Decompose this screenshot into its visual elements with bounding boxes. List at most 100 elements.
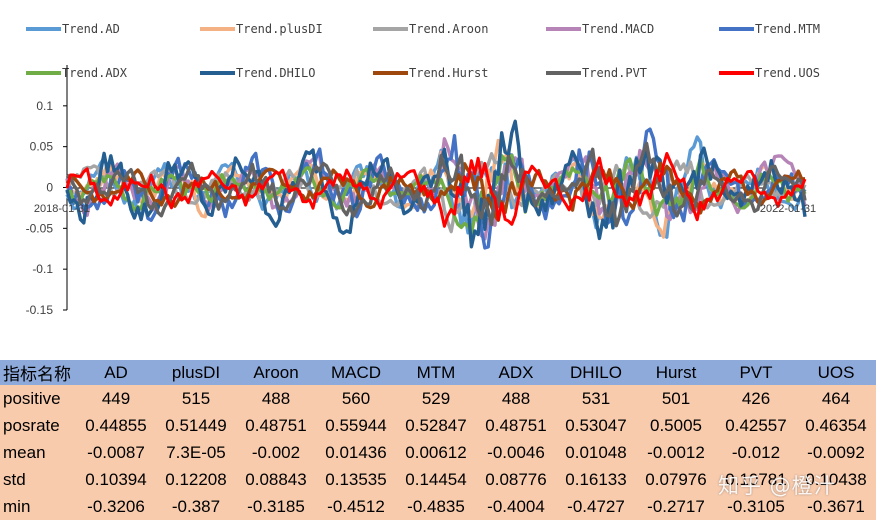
table-cell: 426 <box>716 385 796 412</box>
legend-label: Trend.DHILO <box>236 66 315 80</box>
row-label: mean <box>0 439 76 466</box>
table-cell: 7.3E-05 <box>156 439 236 466</box>
row-label: min <box>0 493 76 520</box>
table-cell: -0.2717 <box>636 493 716 520</box>
chart-legend: Trend.AD Trend.plusDI Trend.Aroon Trend.MAC… <box>26 22 820 80</box>
table-cell: 531 <box>556 385 636 412</box>
table-cell: 449 <box>76 385 156 412</box>
table-cell: -0.0092 <box>796 439 876 466</box>
table-cell: -0.3671 <box>796 493 876 520</box>
legend-label: Trend.UOS <box>755 66 820 80</box>
table-cell: 0.51449 <box>156 412 236 439</box>
table-cell: 0.07976 <box>636 466 716 493</box>
y-tick-label: 0 <box>46 181 53 195</box>
table-row: min -0.3206 -0.387 -0.3185 -0.4512 -0.4835 -0.… <box>0 493 876 520</box>
trend-line-chart: Trend.AD Trend.plusDI Trend.Aroon Trend.MAC… <box>26 22 820 317</box>
table-row: std 0.10394 0.12208 0.08843 0.13535 0.14454 0.… <box>0 466 876 493</box>
x-tick-label: 2022-01-31 <box>760 203 816 215</box>
column-header: Hurst <box>636 360 716 385</box>
row-label: positive <box>0 385 76 412</box>
table-cell: 0.08843 <box>236 466 316 493</box>
legend-label: Trend.Aroon <box>409 22 488 36</box>
table-cell: 488 <box>476 385 556 412</box>
table-cell: -0.0012 <box>636 439 716 466</box>
legend-label: Trend.ADX <box>62 66 128 80</box>
table-cell: -0.3206 <box>76 493 156 520</box>
legend-label: Trend.MTM <box>755 22 820 36</box>
table-cell: 0.13535 <box>316 466 396 493</box>
table-cell: -0.4835 <box>396 493 476 520</box>
table-row: positive 449 515 488 560 529 488 531 501 426 464 <box>0 385 876 412</box>
table-cell: 529 <box>396 385 476 412</box>
table-cell: 0.46354 <box>796 412 876 439</box>
row-label: posrate <box>0 412 76 439</box>
row-label: std <box>0 466 76 493</box>
x-axis-labels: 2018-01-31 2022-01-31 <box>34 203 816 215</box>
table-cell: 515 <box>156 385 236 412</box>
table-cell: -0.0046 <box>476 439 556 466</box>
table-cell: -0.387 <box>156 493 236 520</box>
legend-label: Trend.MACD <box>582 22 654 36</box>
table-cell: 0.42557 <box>716 412 796 439</box>
legend-label: Trend.plusDI <box>236 22 323 36</box>
table-cell: 501 <box>636 385 716 412</box>
table-cell: -0.3105 <box>716 493 796 520</box>
column-header: PVT <box>716 360 796 385</box>
table-cell: 488 <box>236 385 316 412</box>
series-line-trend-pvt <box>65 141 807 228</box>
legend-label: Trend.AD <box>62 22 120 36</box>
table-cell: 0.10781 <box>716 466 796 493</box>
column-header: AD <box>76 360 156 385</box>
table-cell: 464 <box>796 385 876 412</box>
table-cell: -0.0087 <box>76 439 156 466</box>
series-layer <box>65 119 807 250</box>
table-cell: 0.55944 <box>316 412 396 439</box>
table-cell: 0.48751 <box>476 412 556 439</box>
table-cell: 0.14454 <box>396 466 476 493</box>
table-cell: -0.012 <box>716 439 796 466</box>
legend-label: Trend.Hurst <box>409 66 488 80</box>
y-tick-label: -0.1 <box>32 262 53 276</box>
column-header: Aroon <box>236 360 316 385</box>
stats-table: 指标名称 AD plusDI Aroon MACD MTM ADX DHILO … <box>0 360 876 520</box>
table-cell: 0.44855 <box>76 412 156 439</box>
table-cell: -0.4004 <box>476 493 556 520</box>
column-header: MACD <box>316 360 396 385</box>
table-row: mean -0.0087 7.3E-05 -0.002 0.01436 0.00612 -0… <box>0 439 876 466</box>
y-tick-label: -0.15 <box>26 303 54 317</box>
column-header: ADX <box>476 360 556 385</box>
table-cell: 0.16133 <box>556 466 636 493</box>
table-cell: 0.08776 <box>476 466 556 493</box>
table-cell: -0.3185 <box>236 493 316 520</box>
table-header-row: 指标名称 AD plusDI Aroon MACD MTM ADX DHILO … <box>0 360 876 385</box>
x-tick-label: 2018-01-31 <box>34 203 90 215</box>
table-cell: 0.53047 <box>556 412 636 439</box>
column-header: DHILO <box>556 360 636 385</box>
series-line-trend-uos <box>65 152 807 228</box>
table-cell: 0.5005 <box>636 412 716 439</box>
watermark: 知乎 @橙汁 <box>718 474 836 498</box>
table-cell: 0.10394 <box>76 466 156 493</box>
table-cell: 560 <box>316 385 396 412</box>
table-cell: 0.52847 <box>396 412 476 439</box>
column-header: MTM <box>396 360 476 385</box>
table-cell: 0.01048 <box>556 439 636 466</box>
header-label: 指标名称 <box>0 360 76 385</box>
table-cell: -0.002 <box>236 439 316 466</box>
table-cell: 0.12208 <box>156 466 236 493</box>
column-header: plusDI <box>156 360 236 385</box>
y-tick-label: -0.05 <box>26 221 54 235</box>
table-cell: 0.01436 <box>316 439 396 466</box>
column-header: UOS <box>796 360 876 385</box>
table-cell: 0.00612 <box>396 439 476 466</box>
table-cell: -0.4512 <box>316 493 396 520</box>
series-line-trend-mtm <box>65 127 807 250</box>
y-tick-label: 0.05 <box>30 140 54 154</box>
y-tick-label: 0.1 <box>36 99 53 113</box>
table-cell: 0.48751 <box>236 412 316 439</box>
table-row: posrate 0.44855 0.51449 0.48751 0.55944 0.528… <box>0 412 876 439</box>
table-cell: 0.10438 <box>796 466 876 493</box>
legend-label: Trend.PVT <box>582 66 647 80</box>
y-axis: 0.1 0.05 0 -0.05 -0.1 -0.15 <box>26 65 68 317</box>
table-cell: -0.4727 <box>556 493 636 520</box>
